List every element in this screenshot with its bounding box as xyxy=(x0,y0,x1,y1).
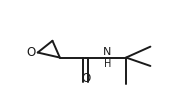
Text: H: H xyxy=(104,59,111,69)
Text: O: O xyxy=(81,72,90,85)
Text: O: O xyxy=(27,46,36,59)
Text: N: N xyxy=(103,47,111,57)
